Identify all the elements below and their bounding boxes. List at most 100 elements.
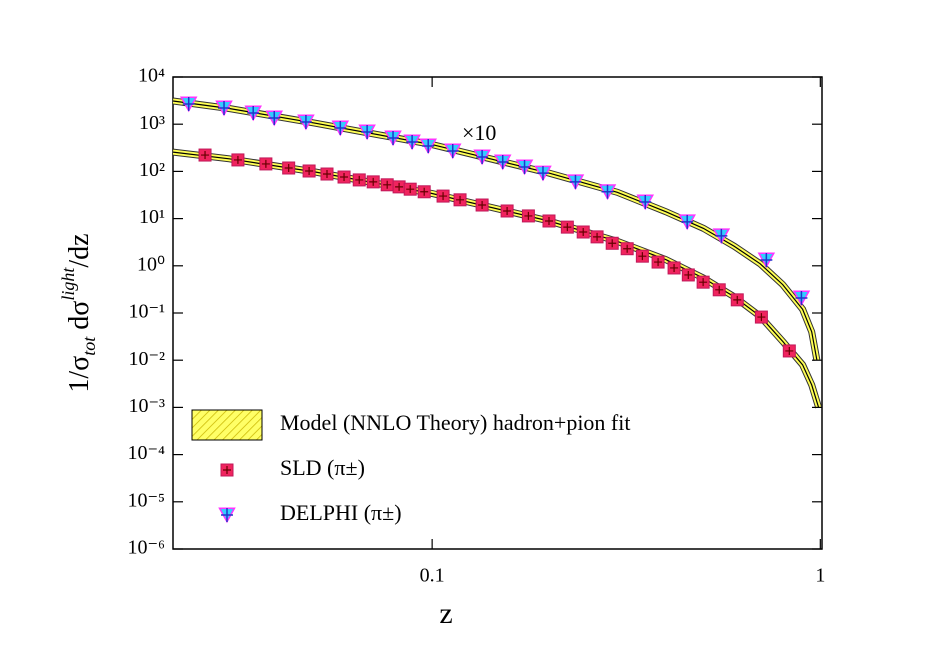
annotation: ×10 bbox=[462, 120, 496, 145]
error-cross bbox=[563, 223, 572, 232]
data-point bbox=[436, 189, 450, 203]
error-cross bbox=[268, 111, 281, 126]
data-point bbox=[534, 165, 552, 182]
x-tick-label: 1 bbox=[815, 565, 825, 587]
error-cross bbox=[715, 285, 724, 294]
data-point bbox=[403, 134, 421, 151]
error-cross bbox=[369, 177, 378, 186]
data-point bbox=[453, 193, 467, 207]
error-cross bbox=[361, 124, 374, 139]
data-point bbox=[443, 143, 462, 160]
error-cross bbox=[182, 96, 195, 111]
data-point bbox=[560, 220, 574, 234]
error-cross bbox=[218, 101, 231, 116]
data-point bbox=[590, 230, 604, 244]
data-point bbox=[244, 105, 262, 122]
data-point bbox=[651, 255, 665, 269]
error-cross bbox=[757, 313, 766, 322]
error-cross bbox=[536, 166, 549, 181]
error-cross bbox=[247, 105, 260, 120]
legend-label: DELPHI (π±) bbox=[280, 500, 402, 525]
data-point bbox=[384, 130, 402, 147]
error-cross bbox=[478, 201, 487, 210]
error-cross bbox=[681, 214, 694, 229]
data-point bbox=[757, 252, 776, 269]
data-point bbox=[198, 148, 212, 162]
error-cross bbox=[323, 170, 332, 179]
data-point bbox=[337, 170, 351, 184]
data-point bbox=[417, 185, 431, 199]
error-cross bbox=[699, 278, 708, 287]
legend-label: Model (NNLO Theory) hadron+pion fit bbox=[280, 410, 631, 435]
y-tick-label: 10⁴ bbox=[138, 65, 165, 87]
plot-area bbox=[173, 96, 822, 409]
error-cross bbox=[670, 263, 679, 272]
data-point bbox=[179, 96, 198, 113]
y-label-part: /dz bbox=[64, 233, 95, 267]
y-label-part: light bbox=[58, 267, 78, 301]
error-cross bbox=[785, 346, 794, 355]
legend-swatch bbox=[191, 409, 263, 441]
plot-frame bbox=[172, 76, 823, 550]
error-cross bbox=[496, 155, 509, 170]
data-point bbox=[636, 194, 655, 211]
error-cross bbox=[760, 252, 773, 267]
data-point bbox=[521, 209, 535, 223]
error-cross bbox=[395, 182, 404, 191]
error-cross bbox=[715, 228, 728, 243]
data-point bbox=[782, 344, 796, 358]
error-cross bbox=[639, 194, 652, 209]
error-cross bbox=[733, 295, 742, 304]
error-cross bbox=[420, 187, 429, 196]
y-tick-label: 10³ bbox=[139, 112, 165, 134]
data-point bbox=[712, 283, 726, 297]
data-point bbox=[403, 182, 417, 196]
error-cross bbox=[439, 192, 448, 201]
data-point bbox=[475, 198, 489, 212]
data-point bbox=[419, 138, 437, 155]
error-cross bbox=[355, 175, 364, 184]
data-point bbox=[598, 184, 617, 201]
error-cross bbox=[446, 143, 459, 158]
error-cross bbox=[261, 159, 270, 168]
error-cross bbox=[221, 508, 233, 522]
error-cross bbox=[579, 228, 588, 237]
y-tick-label: 10¹ bbox=[139, 206, 165, 228]
error-cross bbox=[524, 211, 533, 220]
data-point bbox=[730, 293, 744, 307]
data-point bbox=[566, 174, 585, 191]
data-point bbox=[231, 153, 245, 167]
error-cross bbox=[406, 185, 415, 194]
error-cross bbox=[593, 232, 602, 241]
data-point bbox=[576, 225, 590, 239]
data-point bbox=[667, 261, 681, 275]
error-cross bbox=[795, 290, 808, 305]
error-cross bbox=[623, 244, 632, 253]
error-cross bbox=[387, 131, 400, 146]
error-cross bbox=[601, 184, 614, 199]
data-point bbox=[297, 114, 315, 131]
fit-line bbox=[173, 151, 820, 408]
error-cross bbox=[383, 180, 392, 189]
y-tick-label: 10⁰ bbox=[137, 253, 165, 275]
data-point bbox=[678, 214, 696, 231]
band bbox=[173, 149, 821, 409]
data-point bbox=[620, 242, 634, 256]
error-cross bbox=[476, 149, 489, 164]
error-cross bbox=[456, 195, 465, 204]
data-point bbox=[493, 154, 512, 171]
data-point bbox=[352, 173, 366, 187]
error-cross bbox=[518, 159, 531, 174]
y-tick-label: 10² bbox=[139, 159, 165, 181]
data-point bbox=[331, 120, 350, 137]
error-cross bbox=[305, 166, 314, 175]
y-tick-label: 10⁻⁵ bbox=[127, 489, 165, 511]
error-cross bbox=[422, 139, 435, 154]
x-tick-label: 0.1 bbox=[420, 565, 445, 587]
data-point bbox=[358, 124, 376, 141]
error-cross bbox=[334, 121, 347, 136]
error-cross bbox=[638, 252, 647, 261]
data-point bbox=[696, 275, 710, 289]
band-edge bbox=[173, 148, 822, 409]
